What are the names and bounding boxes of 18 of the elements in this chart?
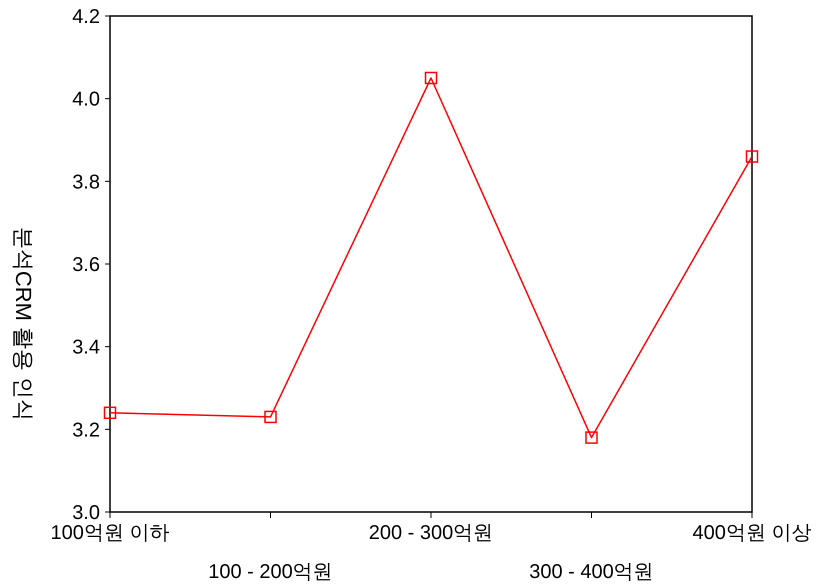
y-tick-label: 3.6 — [72, 254, 100, 276]
point — [585, 431, 598, 444]
point — [104, 406, 116, 420]
y-tick-label: 3.0 — [72, 502, 100, 524]
x-tick-label: 100 - 200억원 — [208, 561, 333, 583]
y-tick-label: 3.8 — [72, 171, 100, 194]
y-tick-label: 3.4 — [72, 336, 100, 359]
x-tick-label: 300 - 400억원 — [529, 561, 654, 583]
y-tick-label: 4.0 — [72, 88, 100, 111]
x-tick-label: 200 - 300억원 — [368, 522, 494, 544]
y-tick-label: 4.2 — [72, 6, 100, 28]
point — [424, 72, 438, 84]
x-tick-label: 400억원 이상 — [692, 522, 812, 544]
point — [264, 410, 277, 424]
y-tick-label: 3.2 — [72, 419, 100, 442]
y-axis-title: 분석CRM 활용 인식 — [11, 226, 36, 422]
point — [746, 150, 758, 163]
x-tick-label: 100억원 이하 — [50, 522, 170, 544]
